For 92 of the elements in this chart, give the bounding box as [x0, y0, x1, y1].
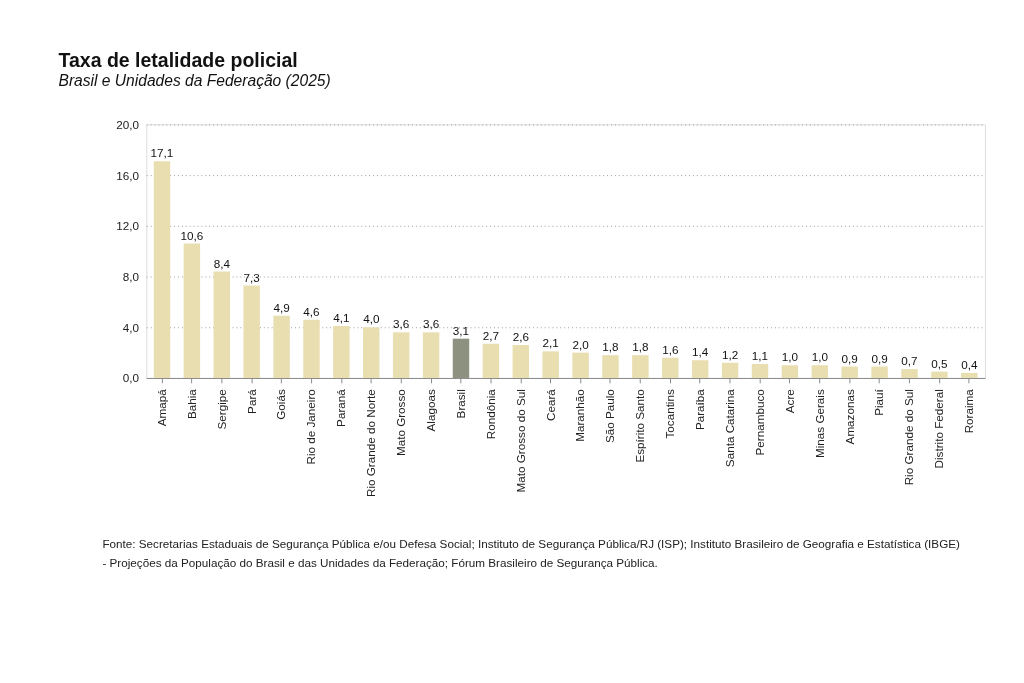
data-label: 3,6 — [393, 317, 410, 331]
data-label: 3,6 — [422, 317, 440, 331]
data-label: 0,9 — [871, 351, 888, 365]
y-tick-label: 16,0 — [116, 168, 140, 182]
x-tick-label: Paraná — [334, 388, 348, 427]
data-label: 2,7 — [482, 328, 500, 342]
y-tick-label: 4,0 — [122, 320, 140, 334]
bar — [841, 366, 858, 378]
x-tick-label: Piauí — [872, 388, 886, 416]
data-label: 0,9 — [841, 351, 858, 365]
data-label: 1,8 — [602, 340, 619, 354]
bar — [691, 360, 709, 378]
bar — [662, 357, 679, 378]
x-tick-label: Rondônia — [483, 388, 497, 440]
x-tick-label: Espírito Santo — [633, 388, 647, 463]
chart-title: Taxa de letalidade policial — [58, 48, 298, 71]
bar — [333, 325, 350, 378]
bar — [153, 161, 171, 378]
bar — [422, 332, 440, 378]
x-tick-label: Bahia — [184, 388, 198, 420]
y-tick-label: 8,0 — [122, 269, 140, 283]
data-label: 2,6 — [512, 330, 529, 344]
data-label: 1,0 — [811, 350, 829, 364]
bar — [512, 345, 530, 378]
x-tick-label: Acre — [782, 389, 796, 414]
data-label: 0,5 — [931, 356, 949, 370]
data-label: 17,1 — [150, 146, 174, 160]
x-tick-label: Brasil — [453, 389, 467, 419]
x-tick-label: Mato Grosso do Sul — [513, 389, 527, 493]
bar — [811, 365, 829, 378]
x-tick-label: Roraima — [962, 388, 976, 434]
x-tick-label: Goiás — [274, 389, 288, 420]
y-tick-label: 0,0 — [122, 371, 140, 385]
bar — [721, 362, 739, 378]
x-tick-label: Santa Catarina — [722, 388, 736, 468]
x-tick-label: Amapá — [154, 388, 168, 427]
data-label: 4,0 — [363, 312, 380, 326]
bar — [871, 366, 888, 378]
bar — [303, 319, 320, 378]
x-tick-label: São Paulo — [603, 388, 617, 444]
data-label: 7,3 — [243, 270, 260, 284]
bar — [931, 371, 948, 378]
x-tick-label: Pará — [244, 388, 258, 414]
chart-subtitle: Brasil e Unidades da Federação (2025) — [58, 72, 331, 90]
y-tick-label: 12,0 — [116, 219, 140, 233]
data-label: 8,4 — [213, 256, 231, 270]
bar — [751, 364, 769, 378]
data-label: 1,2 — [721, 347, 739, 361]
source-note: Fonte: Secretarias Estaduais de Segurança Pública e/ou Defesa Social; Instituto de Segurança Pública/RJ (ISP); Instituto Brasileiro de Geografia e Estatística (IBGE) - Projeções da População do Brasil e das Unidades da Federação; Fórum Brasileiro de Segurança Pública. — [102, 536, 961, 570]
x-tick-label: Paraíba — [693, 388, 707, 431]
bar — [602, 355, 619, 378]
bar — [901, 369, 918, 378]
bar — [392, 332, 410, 378]
bar — [183, 243, 201, 378]
bar — [572, 352, 589, 378]
data-label: 0,7 — [901, 354, 918, 368]
bar — [213, 271, 231, 378]
bar — [961, 372, 978, 378]
data-label: 2,1 — [542, 336, 559, 350]
data-label: 1,1 — [751, 349, 769, 363]
data-label: 1,6 — [662, 342, 679, 356]
x-tick-label: Pernambuco — [752, 388, 766, 456]
x-tick-label: Rio Grande do Sul — [902, 389, 916, 486]
x-tick-label: Alagoas — [423, 389, 437, 432]
x-tick-label: Rio de Janeiro — [304, 388, 318, 465]
x-tick-label: Rio Grande do Norte — [364, 389, 378, 498]
x-tick-label: Amazonas — [842, 389, 856, 445]
data-label: 1,0 — [781, 350, 799, 364]
data-label: 3,1 — [452, 323, 470, 337]
data-label: 4,9 — [273, 300, 290, 314]
data-label: 10,6 — [180, 228, 204, 242]
data-label: 1,4 — [692, 345, 709, 359]
bar — [273, 315, 290, 378]
bar — [781, 365, 799, 378]
y-tick-label: 20,0 — [116, 117, 140, 131]
x-tick-label: Mato Grosso — [394, 388, 408, 457]
x-tick-label: Maranhão — [573, 388, 587, 442]
data-label: 4,1 — [333, 311, 350, 325]
x-tick-label: Sergipe — [214, 389, 228, 430]
data-label: 0,4 — [961, 358, 978, 371]
bar — [542, 351, 559, 378]
x-tick-label: Tocantins — [663, 389, 677, 439]
data-label: 4,6 — [303, 304, 320, 318]
bar — [632, 355, 649, 378]
data-label: 2,0 — [572, 337, 590, 351]
bar — [482, 343, 500, 378]
data-label: 1,8 — [632, 340, 649, 354]
x-tick-label: Ceará — [543, 388, 557, 422]
x-tick-label: Distrito Federal — [932, 389, 946, 469]
bar — [363, 327, 380, 378]
x-tick-label: Minas Gerais — [812, 389, 826, 459]
bar — [243, 285, 260, 378]
